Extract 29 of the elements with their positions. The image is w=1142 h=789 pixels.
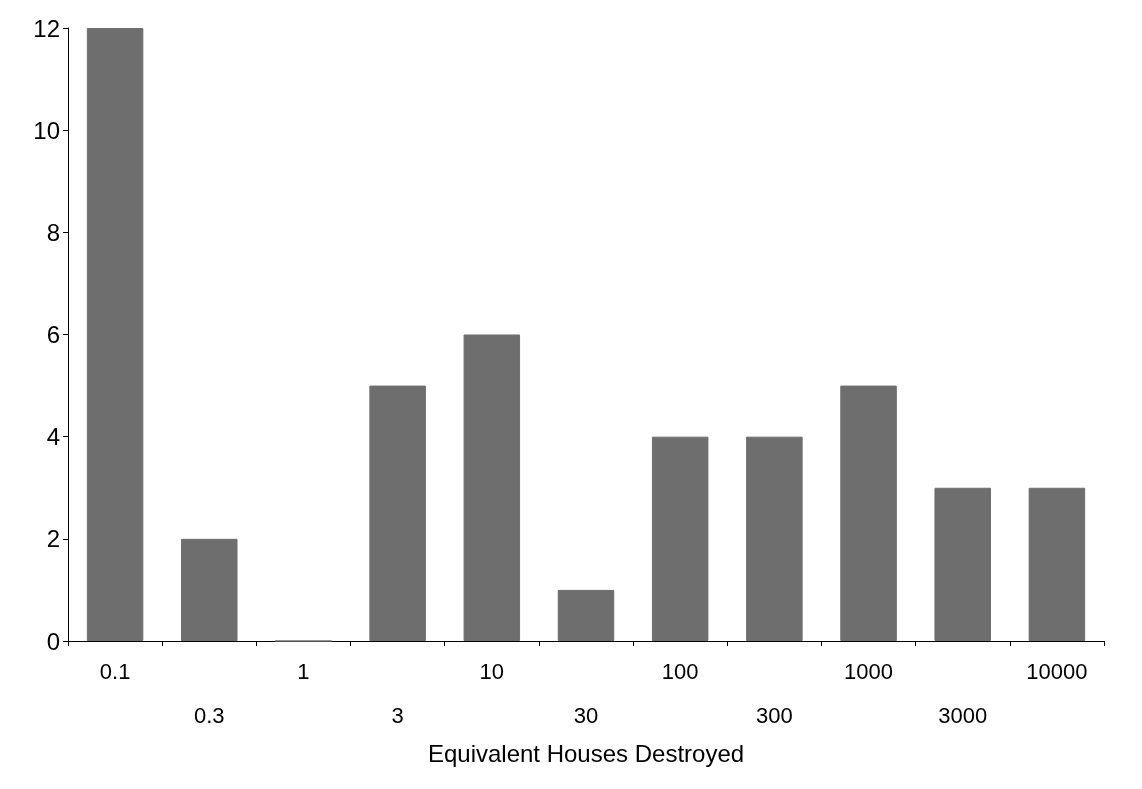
bar bbox=[1028, 487, 1086, 641]
y-tick-label: 4 bbox=[46, 423, 60, 451]
x-axis-title: Equivalent Houses Destroyed bbox=[427, 740, 745, 768]
bar bbox=[746, 436, 803, 641]
y-tick-label: 12 bbox=[33, 14, 60, 42]
x-tick-label: 0.3 bbox=[193, 702, 225, 728]
bar bbox=[557, 589, 615, 641]
x-tick-label: 10 bbox=[479, 658, 505, 684]
x-tick-label: 10000 bbox=[1026, 658, 1088, 684]
y-tick-label: 6 bbox=[46, 321, 60, 348]
y-tick-label: 0 bbox=[46, 627, 60, 655]
x-tick-label: 0.1 bbox=[99, 658, 131, 684]
x-tick-label: 3 bbox=[391, 702, 404, 728]
x-tick-label: 3000 bbox=[938, 702, 988, 728]
y-tick-label: 10 bbox=[33, 116, 60, 144]
bar bbox=[651, 436, 709, 641]
bar bbox=[86, 28, 144, 641]
y-tick-label: 8 bbox=[46, 218, 60, 246]
x-tick-label: 1000 bbox=[844, 658, 894, 684]
bar bbox=[934, 487, 991, 641]
x-tick-label: 100 bbox=[661, 658, 699, 684]
bar bbox=[369, 385, 426, 641]
x-tick-label: 300 bbox=[756, 702, 793, 728]
bar bbox=[840, 385, 897, 641]
y-tick-label: 2 bbox=[46, 525, 60, 553]
x-tick-label: 30 bbox=[573, 702, 599, 728]
bar bbox=[181, 538, 238, 641]
bar bbox=[463, 334, 521, 641]
x-tick-label: 1 bbox=[297, 658, 310, 684]
